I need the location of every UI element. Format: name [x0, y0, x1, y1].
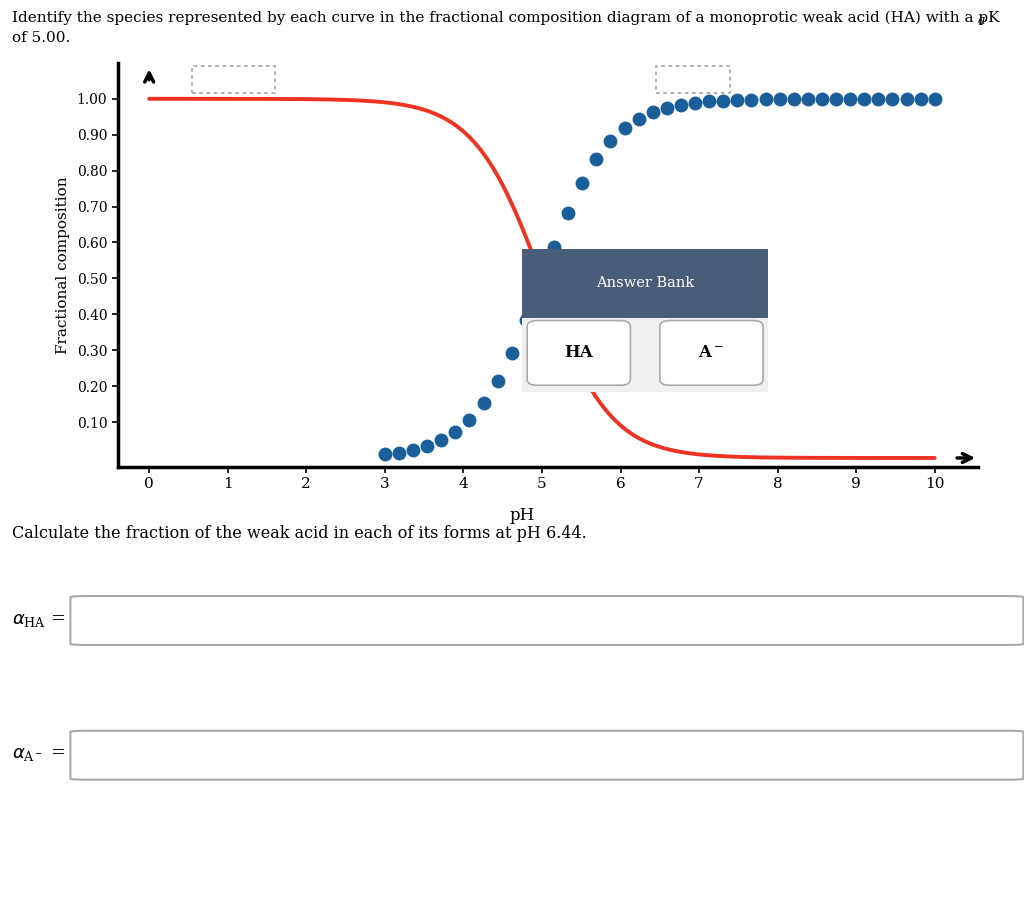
Point	[391, 445, 408, 460]
Point	[729, 92, 745, 107]
Point	[743, 92, 760, 107]
Point	[588, 153, 604, 167]
Point	[785, 92, 802, 106]
X-axis label: pH: pH	[509, 507, 535, 524]
Point	[658, 101, 675, 115]
Point	[800, 92, 816, 106]
FancyBboxPatch shape	[193, 66, 274, 93]
FancyBboxPatch shape	[71, 731, 1023, 779]
Point	[631, 111, 647, 126]
Text: a: a	[978, 14, 985, 27]
Point	[461, 412, 477, 427]
Point	[433, 433, 450, 447]
Point	[715, 93, 731, 108]
Point	[644, 105, 660, 119]
Point	[687, 95, 703, 110]
Text: Answer Bank: Answer Bank	[596, 277, 694, 290]
Text: of 5.00.: of 5.00.	[12, 31, 71, 46]
Point	[475, 396, 492, 410]
Point	[377, 447, 393, 462]
Point	[912, 92, 929, 106]
Point	[546, 240, 562, 254]
FancyBboxPatch shape	[522, 249, 768, 392]
Point	[842, 92, 858, 106]
FancyBboxPatch shape	[522, 318, 768, 392]
Point	[560, 206, 577, 220]
Point	[447, 425, 464, 439]
FancyBboxPatch shape	[659, 321, 763, 385]
Point	[814, 92, 830, 106]
Point	[827, 92, 844, 106]
Point	[419, 439, 435, 453]
Text: Identify the species represented by each curve in the fractional composition dia: Identify the species represented by each…	[12, 11, 999, 25]
FancyBboxPatch shape	[71, 596, 1023, 645]
Point	[602, 134, 618, 148]
Y-axis label: Fractional composition: Fractional composition	[55, 176, 70, 354]
Text: A$^-$: A$^-$	[698, 345, 724, 361]
Point	[927, 92, 943, 106]
Point	[701, 94, 718, 109]
Point	[885, 92, 901, 106]
Point	[898, 92, 914, 106]
Point	[574, 176, 591, 190]
Point	[870, 92, 887, 106]
FancyBboxPatch shape	[527, 321, 631, 385]
Point	[673, 98, 689, 112]
Point	[404, 443, 421, 457]
Text: $\alpha_{\mathregular{A}^-}$ =: $\alpha_{\mathregular{A}^-}$ =	[12, 745, 66, 763]
FancyBboxPatch shape	[655, 66, 730, 93]
Point	[504, 346, 520, 360]
Point	[856, 92, 872, 106]
Point	[771, 92, 787, 106]
Point	[531, 277, 548, 291]
Text: $\alpha_{\mathregular{HA}}$ =: $\alpha_{\mathregular{HA}}$ =	[12, 611, 66, 629]
Point	[758, 92, 774, 107]
Point	[616, 121, 633, 136]
Text: HA: HA	[564, 345, 593, 361]
Point	[489, 374, 506, 388]
FancyBboxPatch shape	[522, 249, 768, 318]
Point	[518, 313, 535, 327]
Text: Calculate the fraction of the weak acid in each of its forms at pH 6.44.: Calculate the fraction of the weak acid …	[12, 525, 587, 542]
